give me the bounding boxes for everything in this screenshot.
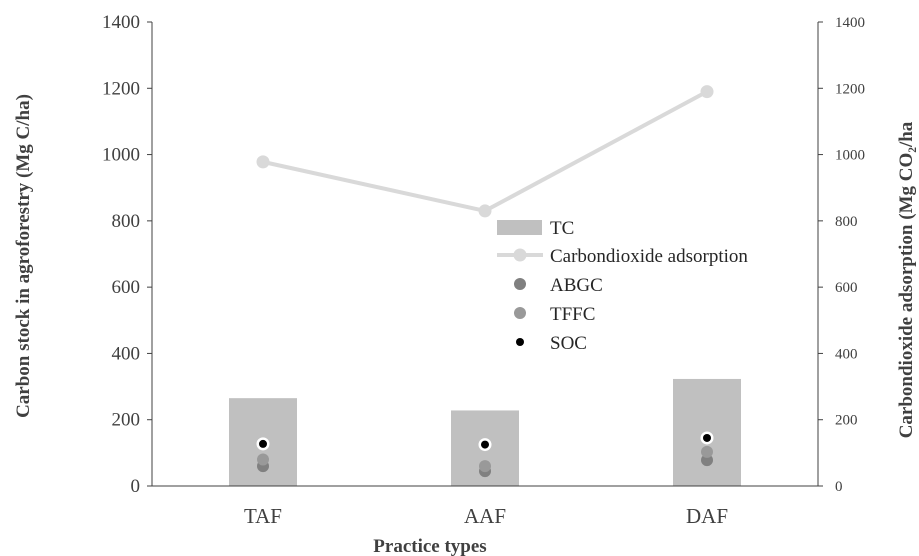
left-tick-label: 0 (131, 476, 141, 497)
x-axis-ticks: TAF AAF DAF (244, 504, 728, 528)
legend-label-tc: TC (550, 218, 574, 239)
left-tick-label: 1400 (102, 12, 140, 33)
right-tick-label: 600 (835, 280, 858, 296)
soc-point-aaf (481, 440, 489, 449)
left-y-axis-ticks: 0 200 400 600 800 1000 1200 1400 (102, 12, 152, 497)
legend-swatch-tc (497, 220, 542, 235)
co2-line (262, 89, 708, 213)
left-tick-label: 1200 (102, 78, 140, 99)
right-y-axis-title: Carbondioxide adsorption (Mg CO₂/ha (896, 121, 917, 438)
left-tick-label: 200 (112, 410, 141, 431)
legend-swatch-tffc (514, 307, 526, 319)
left-tick-label: 400 (112, 343, 141, 364)
tffc-point-daf (701, 445, 713, 458)
abgc-point-daf (701, 454, 713, 467)
line-series-co2 (256, 85, 714, 218)
right-tick-label: 0 (835, 479, 843, 495)
x-axis-title: Practice types (373, 536, 486, 556)
left-tick-label: 1000 (102, 145, 140, 166)
right-tick-label: 1400 (835, 15, 865, 31)
legend-label-co2: Carbondioxide adsorption (550, 246, 748, 267)
legend-swatch-co2-marker (513, 248, 527, 262)
legend-swatch-soc (516, 338, 524, 346)
soc-point-taf (259, 439, 267, 448)
co2-point-daf (700, 85, 714, 99)
legend-label-soc: SOC (550, 333, 587, 354)
left-y-axis-title: Carbon stock in agroforestry (Mg C/ha) (13, 94, 34, 418)
tffc-point-taf (257, 453, 269, 466)
left-tick-label: 600 (112, 277, 141, 298)
legend-label-tffc: TFFC (550, 304, 595, 325)
right-tick-label: 1000 (835, 148, 865, 164)
right-y-axis-ticks: 0 200 400 600 800 1000 1200 1400 (818, 15, 865, 495)
right-tick-label: 200 (835, 413, 858, 429)
x-tick-label: DAF (686, 504, 728, 528)
left-tick-label: 800 (112, 211, 141, 232)
co2-point-aaf (478, 204, 492, 218)
right-tick-label: 1200 (835, 81, 865, 97)
legend: TC Carbondioxide adsorption ABGC TFFC SOC (497, 218, 748, 354)
tffc-point-aaf (479, 460, 491, 473)
soc-point-daf (703, 433, 711, 442)
co2-point-taf (256, 155, 270, 169)
scatter-series (256, 431, 714, 478)
legend-swatch-abgc (514, 278, 526, 290)
x-tick-label: AAF (464, 504, 506, 528)
legend-label-abgc: ABGC (550, 275, 603, 296)
right-tick-label: 400 (835, 346, 858, 362)
right-tick-label: 800 (835, 214, 858, 230)
x-tick-label: TAF (244, 504, 282, 528)
